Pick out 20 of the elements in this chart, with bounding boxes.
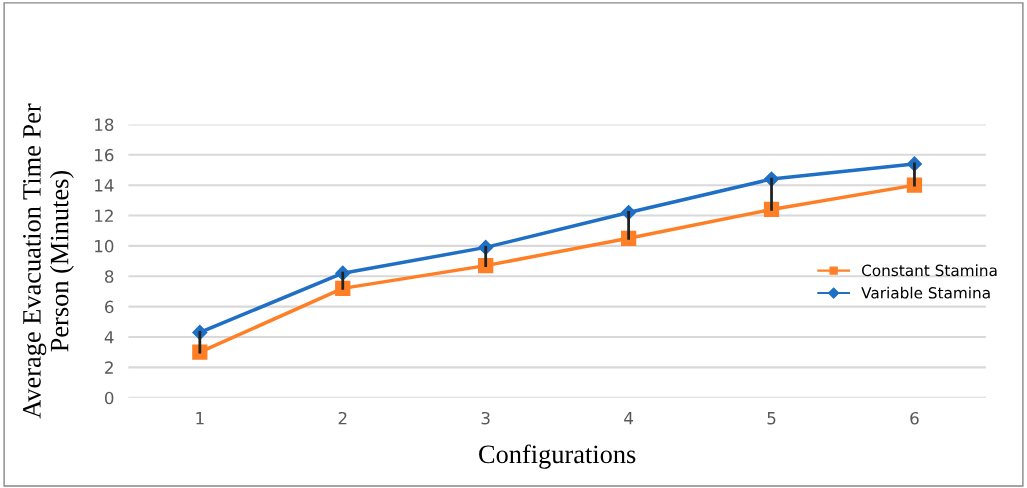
y-tick-label: 16 (95, 148, 114, 162)
x-axis-title: Configurations (479, 444, 636, 469)
y-tick-label: 0 (104, 391, 114, 405)
legend-label: Variable Stamina (861, 286, 990, 299)
y-tick-label: 2 (105, 361, 113, 374)
y-tick-label: 14 (95, 179, 114, 192)
y-tick-label: 10 (95, 239, 114, 253)
x-tick-label: 1 (196, 412, 204, 425)
y-axis-title: Average Evacuation Time Per Person (Minutes) (23, 103, 74, 419)
y-tick-label: 6 (105, 300, 114, 314)
x-tick-label: 4 (624, 412, 633, 425)
legend-label: Constant Stamina (862, 264, 997, 277)
y-tick-label: 8 (105, 270, 114, 283)
x-tick-label: 6 (910, 411, 919, 425)
x-tick-label: 3 (481, 411, 490, 425)
y-tick-label: 4 (104, 331, 114, 344)
x-tick-label: 2 (338, 411, 347, 425)
x-tick-label: 5 (767, 412, 776, 425)
y-tick-label: 12 (95, 209, 113, 222)
y-tick-label: 18 (95, 118, 114, 132)
